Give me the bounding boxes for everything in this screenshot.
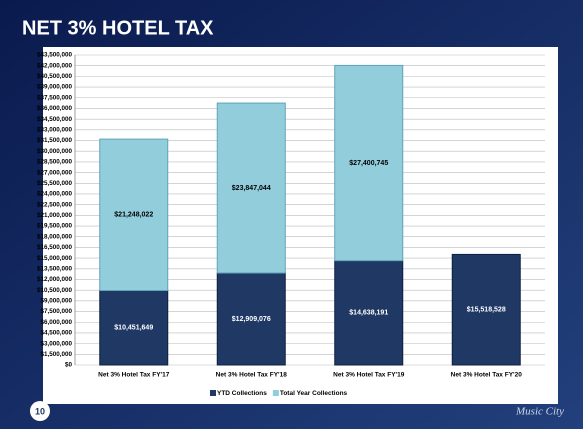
legend-label: Total Year Collections	[280, 390, 348, 397]
y-tick-label: $43,500,000	[37, 52, 73, 59]
page-number: 10	[35, 406, 45, 416]
y-tick-label: $7,500,000	[40, 308, 72, 315]
data-label: $14,638,191	[349, 310, 388, 317]
bar-segment	[334, 64, 404, 262]
y-tick-label: $31,500,000	[37, 137, 73, 144]
legend-label: YTD Collections	[217, 390, 267, 397]
x-tick-label: Net 3% Hotel Tax FY'18	[216, 372, 288, 379]
y-tick-label: $24,000,000	[37, 191, 73, 198]
y-tick-label: $27,000,000	[37, 169, 73, 176]
data-label: $12,909,076	[232, 316, 271, 323]
y-tick-label: $9,000,000	[40, 298, 72, 305]
y-tick-label: $12,000,000	[37, 276, 73, 283]
x-tick-label: Net 3% Hotel Tax FY'19	[333, 372, 405, 379]
y-tick-label: $3,000,000	[40, 340, 72, 347]
y-tick-label: $13,500,000	[37, 265, 73, 272]
data-label: $10,451,649	[114, 325, 153, 332]
x-tick-label: Net 3% Hotel Tax FY'20	[451, 372, 523, 379]
legend-swatch	[210, 390, 216, 396]
bar-segment	[216, 102, 286, 274]
y-tick-label: $4,500,000	[40, 330, 72, 337]
y-tick-label: $40,500,000	[37, 73, 73, 80]
bar-segment	[216, 272, 286, 366]
y-tick-label: $37,500,000	[37, 94, 73, 101]
y-tick-label: $16,500,000	[37, 244, 73, 251]
logo: Music City	[515, 406, 564, 418]
bar-segment	[334, 260, 404, 366]
y-tick-label: $6,000,000	[40, 319, 72, 326]
y-tick-label: $21,000,000	[37, 212, 73, 219]
y-tick-label: $30,000,000	[37, 148, 73, 155]
y-tick-label: $22,500,000	[37, 201, 73, 208]
y-tick-label: $34,500,000	[37, 116, 73, 123]
y-tick-label: $1,500,000	[40, 351, 72, 358]
y-tick-label: $25,500,000	[37, 180, 73, 187]
y-tick-label: $36,000,000	[37, 105, 73, 112]
bar-segment	[99, 138, 169, 292]
y-tick-label: $10,500,000	[37, 287, 73, 294]
page-badge	[30, 401, 50, 421]
data-label: $15,518,528	[467, 307, 506, 314]
y-tick-label: $15,000,000	[37, 255, 73, 262]
y-tick-label: $19,500,000	[37, 223, 73, 230]
data-label: $23,847,044	[232, 185, 271, 192]
y-tick-label: $39,000,000	[37, 84, 73, 91]
data-label: $21,248,022	[114, 212, 153, 219]
x-tick-label: Net 3% Hotel Tax FY'17	[98, 372, 170, 379]
legend-swatch	[272, 390, 279, 396]
y-tick-label: $33,000,000	[37, 126, 73, 133]
y-tick-label: $0	[65, 362, 73, 369]
bar-segment	[99, 290, 169, 366]
slide-title: NET 3% HOTEL TAX	[22, 17, 214, 39]
y-tick-label: $28,500,000	[37, 159, 73, 166]
y-tick-label: $42,000,000	[37, 62, 73, 69]
data-label: $27,400,745	[349, 160, 388, 167]
bar-segment	[451, 253, 521, 366]
y-tick-label: $18,000,000	[37, 233, 73, 240]
